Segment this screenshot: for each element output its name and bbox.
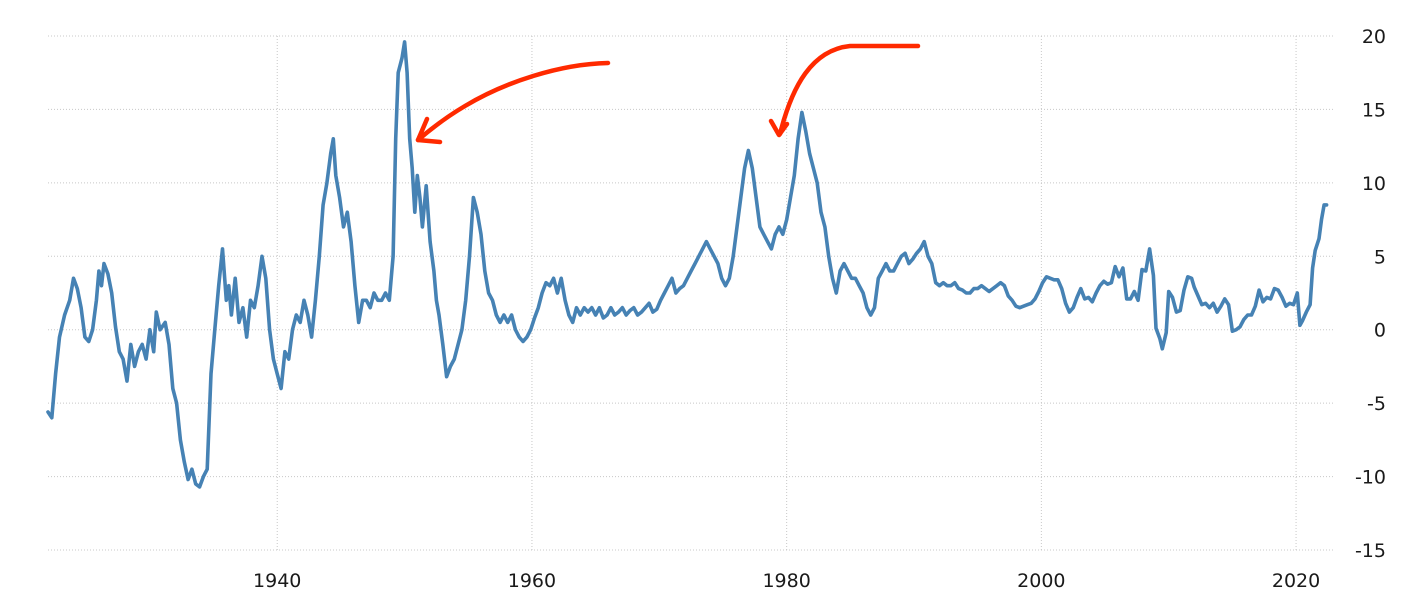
- hand-drawn-arrow-icon: [768, 43, 921, 138]
- x-tick-label: 1980: [762, 570, 810, 592]
- annotation-layer: [415, 43, 921, 145]
- x-tick-label: 1940: [253, 570, 301, 592]
- y-tick-label: 5: [1374, 246, 1386, 268]
- y-tick-label: 20: [1362, 26, 1386, 48]
- x-tick-label: 1960: [508, 570, 556, 592]
- y-tick-label: 0: [1374, 320, 1386, 342]
- y-tick-label: 10: [1362, 173, 1386, 195]
- x-tick-label: 2000: [1017, 570, 1065, 592]
- series-layer: [46, 40, 1329, 489]
- series-line: [46, 40, 1329, 489]
- x-axis-tick-labels: 1940 1960 1980 2000 2020: [253, 570, 1320, 592]
- x-tick-label: 2020: [1272, 570, 1320, 592]
- y-tick-label: -15: [1355, 540, 1386, 562]
- y-axis-tick-labels: 20 15 10 5 0 -5 -10 -15: [1355, 26, 1386, 562]
- y-tick-label: 15: [1362, 99, 1386, 121]
- grid-layer: [48, 35, 1333, 551]
- y-tick-label: -5: [1367, 393, 1386, 415]
- hand-drawn-arrow-icon: [415, 60, 611, 145]
- y-tick-label: -10: [1355, 467, 1386, 489]
